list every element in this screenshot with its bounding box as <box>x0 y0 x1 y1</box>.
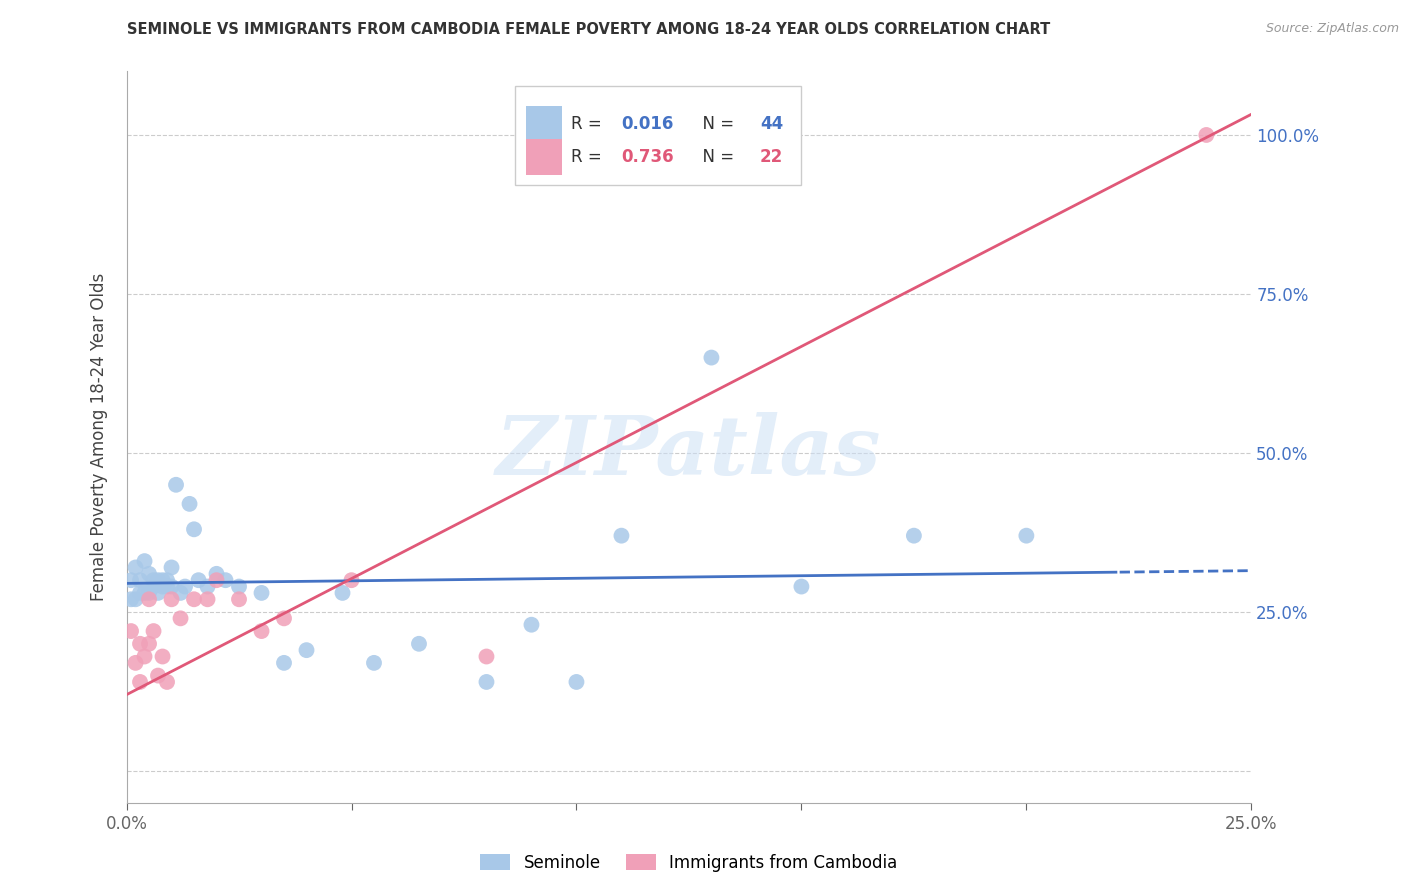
Point <box>134 586 156 600</box>
Point <box>138 586 160 600</box>
Point <box>142 624 165 638</box>
Point <box>156 573 179 587</box>
Point <box>903 529 925 543</box>
Point <box>142 580 165 594</box>
Point <box>138 566 160 581</box>
Point <box>250 624 273 638</box>
Point <box>152 649 174 664</box>
Point <box>129 586 152 600</box>
Point <box>120 592 142 607</box>
Point <box>475 649 498 664</box>
Point <box>146 586 169 600</box>
Legend: Seminole, Immigrants from Cambodia: Seminole, Immigrants from Cambodia <box>474 847 904 879</box>
Point <box>183 522 205 536</box>
Point <box>228 580 250 594</box>
Point <box>129 675 152 690</box>
Point <box>187 573 209 587</box>
Point <box>124 560 146 574</box>
Text: 44: 44 <box>759 114 783 133</box>
Point <box>363 656 385 670</box>
Point <box>1015 529 1038 543</box>
Point <box>179 497 201 511</box>
Point <box>129 637 152 651</box>
Text: 0.736: 0.736 <box>621 148 673 166</box>
Point <box>146 573 169 587</box>
FancyBboxPatch shape <box>526 139 562 175</box>
Point <box>174 580 197 594</box>
Point <box>408 637 430 651</box>
Point <box>152 580 174 594</box>
Point <box>1195 128 1218 142</box>
Point <box>295 643 318 657</box>
Point <box>124 656 146 670</box>
Point <box>156 675 179 690</box>
Point <box>124 592 146 607</box>
Point <box>197 592 219 607</box>
Text: R =: R = <box>571 148 607 166</box>
Point <box>152 573 174 587</box>
Text: ZIPatlas: ZIPatlas <box>496 412 882 491</box>
Point <box>205 573 228 587</box>
Text: N =: N = <box>692 148 740 166</box>
Point <box>183 592 205 607</box>
Point <box>228 592 250 607</box>
FancyBboxPatch shape <box>526 105 562 142</box>
Point <box>250 586 273 600</box>
Point <box>475 675 498 690</box>
Point <box>156 580 179 594</box>
Point <box>138 637 160 651</box>
FancyBboxPatch shape <box>515 86 801 185</box>
Point <box>273 656 295 670</box>
Point <box>214 573 236 587</box>
Point <box>134 649 156 664</box>
Text: 0.016: 0.016 <box>621 114 673 133</box>
Point <box>146 668 169 682</box>
Point <box>138 592 160 607</box>
Text: SEMINOLE VS IMMIGRANTS FROM CAMBODIA FEMALE POVERTY AMONG 18-24 YEAR OLDS CORREL: SEMINOLE VS IMMIGRANTS FROM CAMBODIA FEM… <box>127 22 1050 37</box>
Text: Source: ZipAtlas.com: Source: ZipAtlas.com <box>1265 22 1399 36</box>
Point <box>142 573 165 587</box>
Point <box>165 477 187 491</box>
Text: 22: 22 <box>759 148 783 166</box>
Point <box>520 617 543 632</box>
Text: N =: N = <box>692 114 740 133</box>
Point <box>169 611 191 625</box>
Point <box>160 580 183 594</box>
Point <box>610 529 633 543</box>
Y-axis label: Female Poverty Among 18-24 Year Olds: Female Poverty Among 18-24 Year Olds <box>90 273 108 601</box>
Text: R =: R = <box>571 114 607 133</box>
Point <box>197 580 219 594</box>
Point <box>134 554 156 568</box>
Point <box>129 573 152 587</box>
Point <box>790 580 813 594</box>
Point <box>120 624 142 638</box>
Point <box>120 573 142 587</box>
Point <box>700 351 723 365</box>
Point <box>565 675 588 690</box>
Point <box>160 592 183 607</box>
Point <box>273 611 295 625</box>
Point <box>205 566 228 581</box>
Point <box>160 560 183 574</box>
Point <box>340 573 363 587</box>
Point <box>169 586 191 600</box>
Point <box>332 586 354 600</box>
